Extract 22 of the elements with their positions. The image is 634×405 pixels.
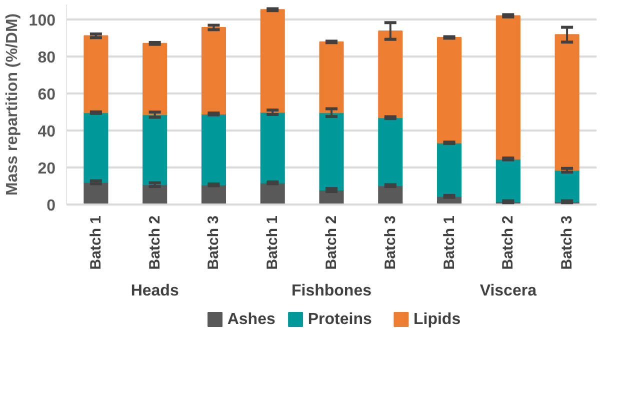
y-tick-label: 100 [28, 12, 56, 30]
y-tick-label: 60 [38, 86, 56, 104]
legend-label: Proteins [308, 311, 372, 328]
x-tick-label: Batch 2 [500, 215, 517, 270]
y-tick-label: 80 [38, 49, 56, 66]
y-tick-label: 40 [38, 123, 56, 140]
y-axis-title: Mass repartition (%/DM) [4, 13, 21, 196]
y-tick-label: 0 [46, 198, 56, 214]
legend-label: Lipids [413, 311, 461, 328]
legend-label: Ashes [227, 311, 276, 328]
x-tick-label: Batch 1 [440, 215, 458, 270]
x-tick-label: Batch 3 [558, 215, 576, 270]
x-tick-label: Batch 2 [323, 215, 340, 270]
x-tick-label: Batch 3 [382, 215, 399, 270]
x-tick-label: Batch 3 [205, 215, 222, 270]
x-tick-label: Batch 1 [264, 215, 282, 270]
x-tick-label: Batch 2 [146, 215, 164, 270]
y-tick-label: 20 [38, 160, 56, 178]
text: Viscera [480, 282, 537, 300]
x-tick-label: Batch 1 [87, 215, 104, 270]
text: Fishbones [291, 282, 372, 300]
text: Heads [130, 282, 179, 300]
